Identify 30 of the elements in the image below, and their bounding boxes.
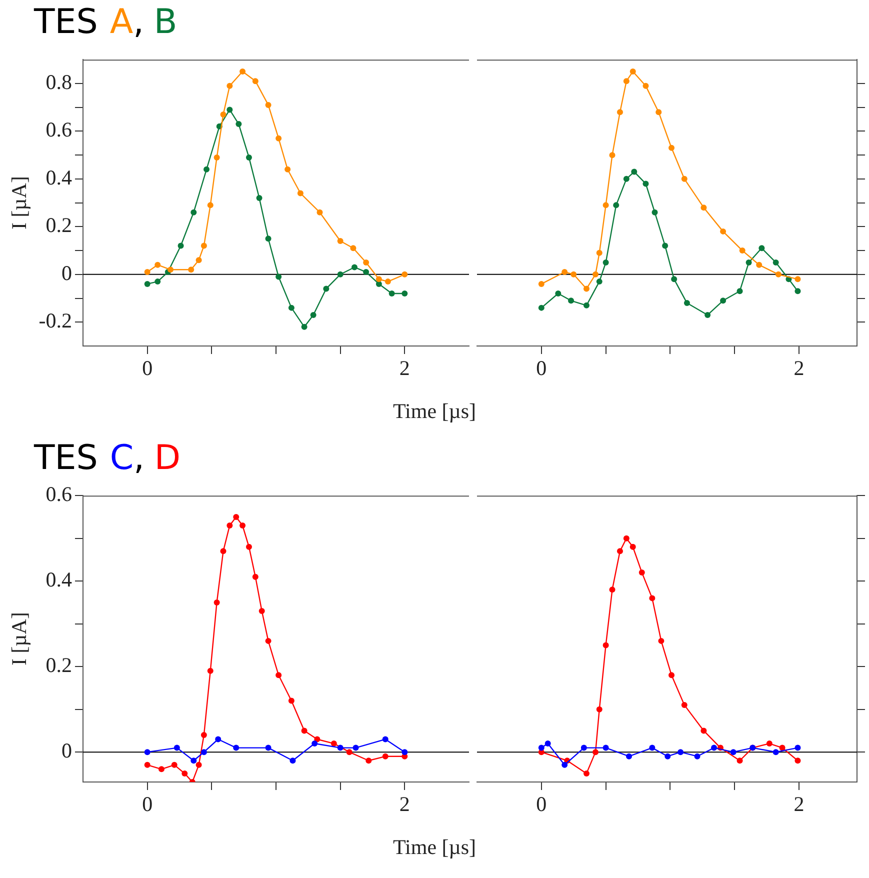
y-tick-label: 0.2 [46,653,72,678]
chart-title: TES [34,438,98,478]
y-tick-label: 0.6 [46,482,72,506]
x-axis-title: Time [µs] [392,398,476,425]
y-tick-label: 0 [62,738,72,763]
x-tick-label: 0 [536,792,547,816]
text: A [110,2,134,42]
y-tick-label: 0.2 [46,213,72,238]
y-tick-label: 0 [62,260,72,285]
y-tick-label: 0.6 [46,118,72,142]
x-tick-label: 0 [142,792,153,816]
chart-title: TES [34,2,98,42]
y-tick-label: 0.8 [46,70,72,94]
y-tick-label: 0.4 [46,165,72,190]
x-tick-label: 0 [536,356,547,380]
text: C [110,438,134,478]
y-axis-title: I [µA] [7,612,32,666]
text: , [134,438,144,478]
series-label: D [154,438,181,478]
x-tick-label: 2 [399,792,410,816]
text: , [133,2,144,42]
y-tick-label: 0.4 [46,568,72,592]
y-tick-label: -0.2 [38,308,72,333]
x-tick-label: 2 [794,356,804,380]
x-axis-title: Time [µs] [392,834,476,861]
y-axis-title: I [µA] [7,176,32,230]
x-tick-label: 0 [142,356,153,380]
x-tick-label: 2 [399,356,410,380]
x-tick-label: 2 [794,792,804,816]
text: B [154,2,178,42]
